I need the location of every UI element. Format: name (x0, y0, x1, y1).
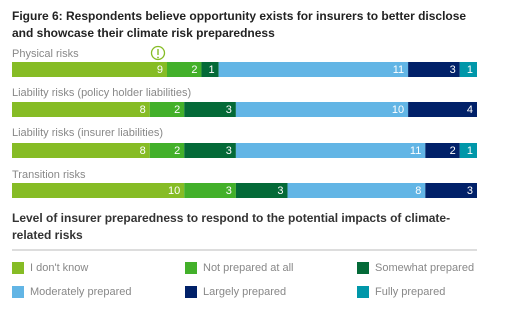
data-label: 4 (467, 104, 473, 116)
legend-label: Largely prepared (203, 286, 286, 298)
bar-segment (12, 102, 150, 117)
legend-label: I don't know (30, 262, 88, 274)
data-label: 8 (140, 145, 146, 157)
bar-segment (287, 183, 426, 198)
data-label: 11 (393, 64, 404, 76)
legend-title: Level of insurer preparedness to respond… (12, 211, 451, 242)
legend-swatch (185, 262, 197, 274)
category-label: Physical risks (12, 48, 79, 60)
bar-segment (149, 102, 185, 117)
bar-segment (201, 62, 219, 77)
category-label: Transition risks (12, 169, 86, 181)
data-label: 8 (415, 185, 421, 197)
alert-icon (150, 45, 166, 61)
data-label: 1 (467, 145, 473, 157)
bar-segment (408, 102, 477, 117)
legend-swatch (185, 286, 197, 298)
data-label: 10 (168, 185, 180, 197)
category-label: Liability risks (insurer liabilities) (12, 127, 163, 139)
bar-segment (425, 143, 460, 158)
data-label: 11 (410, 145, 421, 157)
data-label: 3 (226, 145, 232, 157)
legend-swatch (357, 262, 369, 274)
legend-swatch (12, 262, 24, 274)
data-label: 2 (174, 145, 180, 157)
bar-segment (167, 62, 202, 77)
data-label: 3 (226, 104, 232, 116)
data-label: 3 (467, 185, 473, 197)
bar-segment (235, 143, 426, 158)
data-label: 1 (209, 64, 215, 76)
bar-segment (459, 62, 477, 77)
data-label: 2 (191, 64, 197, 76)
bar-segment (149, 143, 185, 158)
bar-segment (12, 143, 150, 158)
data-label: 8 (140, 104, 146, 116)
data-label: 3 (450, 64, 456, 76)
bar-segment (459, 143, 477, 158)
data-label: 10 (392, 104, 404, 116)
bar-segment (408, 62, 460, 77)
data-label: 9 (157, 64, 163, 76)
legend-label: Somewhat prepared (375, 262, 474, 274)
bar-segment (184, 183, 236, 198)
legend-label: Fully prepared (375, 286, 445, 298)
chart-title: Figure 6: Respondents believe opportunit… (12, 9, 467, 40)
category-label: Liability risks (policy holder liabiliti… (12, 87, 191, 99)
bar-segment (235, 102, 409, 117)
legend-label: Not prepared at all (203, 262, 294, 274)
data-label: 2 (450, 145, 456, 157)
legend-swatch (12, 286, 24, 298)
legend-swatch (357, 286, 369, 298)
bar-segment (184, 102, 236, 117)
bar-segment (425, 183, 477, 198)
legend-label: Moderately prepared (30, 286, 132, 298)
bar-segment (184, 143, 236, 158)
bar-segment (12, 183, 185, 198)
data-label: 3 (277, 185, 283, 197)
bar-segment (12, 62, 167, 77)
data-label: 2 (174, 104, 180, 116)
bar-segment (235, 183, 288, 198)
data-label: 3 (226, 185, 232, 197)
data-label: 1 (467, 64, 473, 76)
bar-segment (218, 62, 409, 77)
